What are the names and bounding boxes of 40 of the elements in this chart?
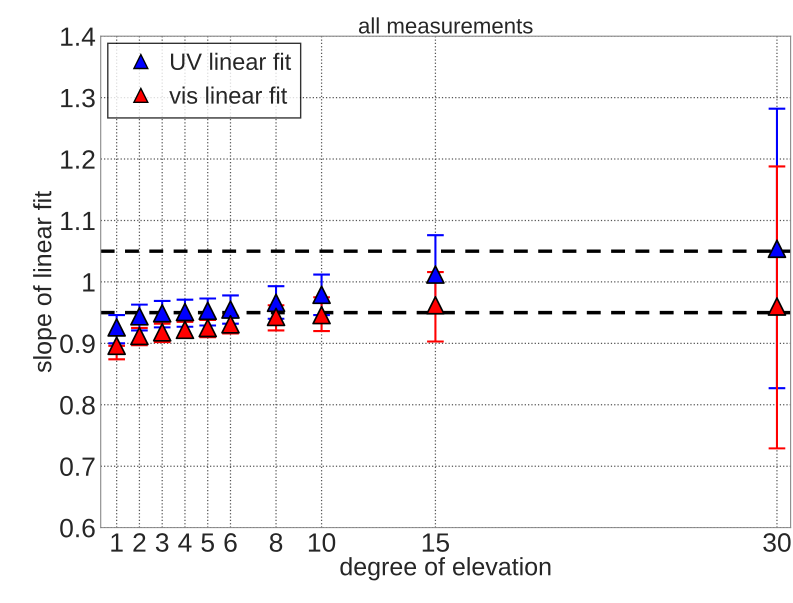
y-tick-label: 0.7	[60, 457, 95, 476]
x-tick-label: 30	[763, 533, 791, 552]
y-tick-label: 1.3	[61, 88, 95, 108]
point	[426, 296, 445, 315]
point	[426, 265, 445, 284]
x-tick-label: 1	[111, 533, 123, 552]
point	[107, 336, 126, 356]
point	[312, 285, 331, 304]
point	[221, 300, 240, 319]
point	[266, 293, 286, 312]
point	[198, 301, 218, 320]
point	[176, 320, 194, 340]
x-tick-label: 2	[133, 533, 146, 552]
x-tick-label: 6	[224, 533, 237, 552]
point	[768, 239, 786, 258]
y-axis-title: slope of linear fit	[33, 191, 56, 372]
x-tick-label: 3	[156, 533, 168, 552]
y-tick-label: 1	[83, 273, 95, 292]
point	[312, 306, 331, 324]
x-tick-label: 15	[422, 533, 449, 552]
y-tick-label: 1.2	[61, 150, 95, 169]
point	[130, 306, 149, 326]
point	[152, 304, 172, 323]
x-tick-label: 4	[178, 533, 192, 552]
y-tick-label: 0.8	[60, 396, 95, 415]
legend-label: UV linear fit	[171, 52, 292, 70]
point	[768, 297, 786, 316]
legend-label: vis linear fit	[169, 86, 288, 104]
point	[266, 308, 286, 326]
x-tick-label: 10	[308, 533, 336, 552]
y-tick-label: 1.4	[61, 28, 96, 46]
x-tick-label: 5	[201, 533, 214, 552]
point	[176, 302, 194, 322]
chart-title: all measurements	[358, 17, 533, 34]
y-tick-label: 0.9	[60, 334, 95, 354]
y-tick-label: 1.1	[61, 212, 95, 230]
point	[107, 318, 126, 337]
x-tick-label: 8	[270, 533, 282, 552]
x-axis-title: degree of elevation	[340, 557, 550, 580]
y-tick-label: 0.6	[60, 518, 95, 538]
